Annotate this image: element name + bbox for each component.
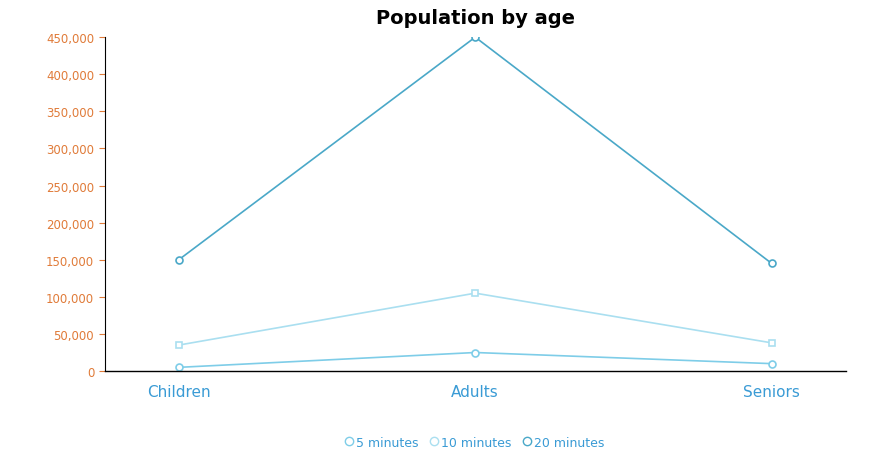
Line: 10 minutes: 10 minutes — [175, 290, 775, 349]
Title: Population by age: Population by age — [376, 9, 575, 28]
5 minutes — [766, 361, 777, 367]
20 minutes — [174, 258, 184, 263]
Legend: 5 minutes, 10 minutes, 20 minutes: 5 minutes, 10 minutes, 20 minutes — [341, 431, 610, 454]
5 minutes — [470, 350, 480, 356]
5 minutes — [174, 365, 184, 370]
10 minutes — [766, 340, 777, 346]
20 minutes — [470, 35, 480, 41]
Line: 5 minutes: 5 minutes — [175, 349, 775, 371]
Line: 20 minutes: 20 minutes — [175, 35, 775, 268]
20 minutes — [766, 261, 777, 267]
10 minutes — [174, 343, 184, 348]
10 minutes — [470, 291, 480, 297]
